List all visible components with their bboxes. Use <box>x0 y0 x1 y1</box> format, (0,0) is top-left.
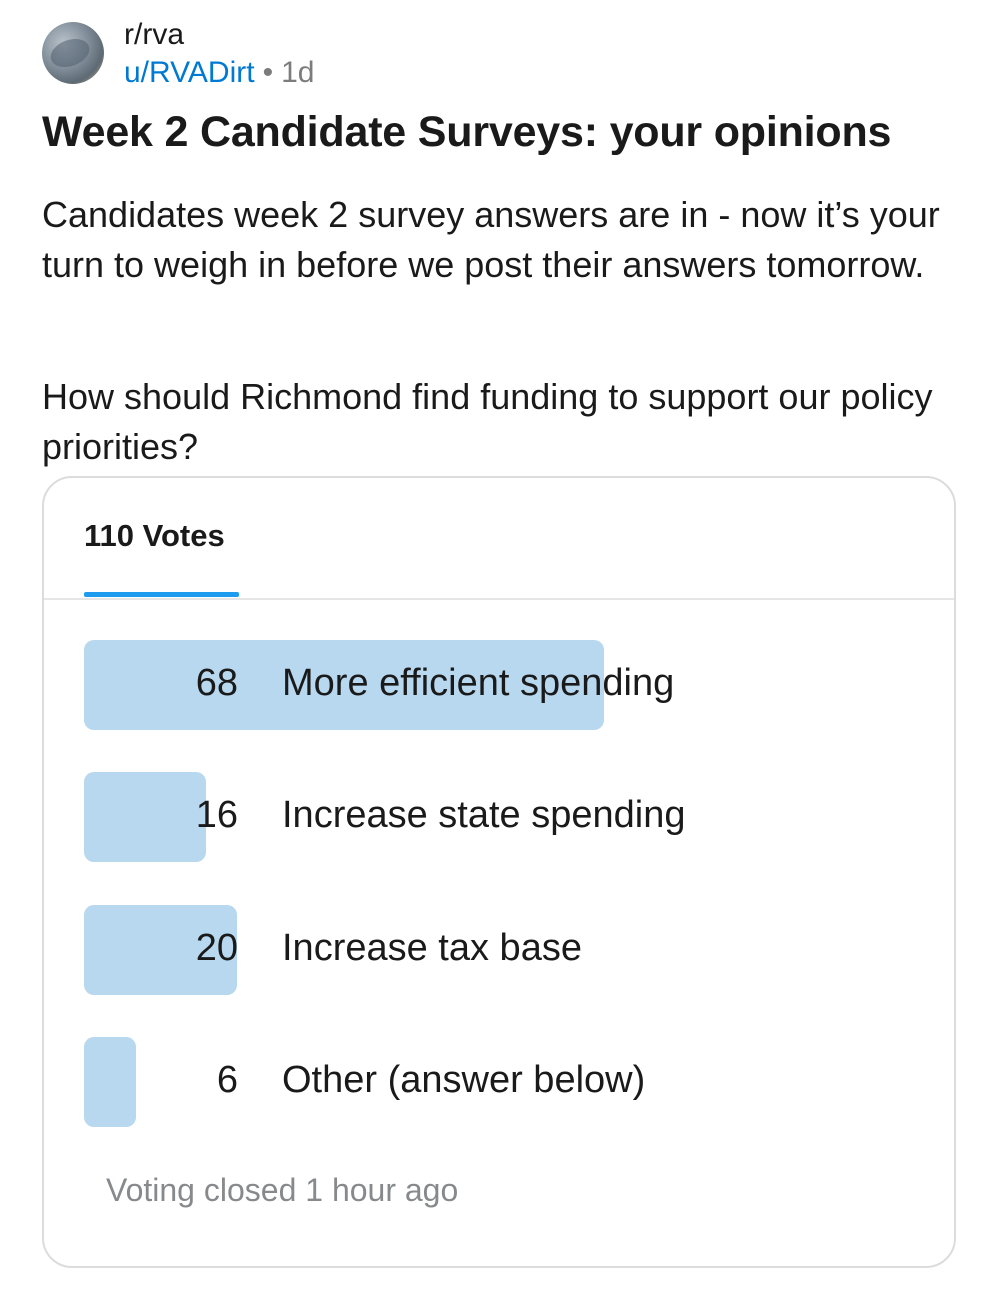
poll-vote-total[interactable]: 110 Votes <box>84 518 225 553</box>
meta-separator: • <box>262 56 274 89</box>
post-header: r/rva u/RVADirt • 1d <box>42 18 942 92</box>
poll-option-count: 20 <box>195 927 238 969</box>
poll-result-bar <box>84 905 237 995</box>
username-link[interactable]: u/RVADirt <box>124 56 255 89</box>
post-age: 1d <box>281 56 315 89</box>
post-meta: u/RVADirt • 1d <box>124 56 314 90</box>
poll-option: 68 More efficient spending <box>84 640 924 730</box>
poll-result-bar <box>84 772 206 862</box>
subreddit-name[interactable]: r/rva <box>124 18 184 51</box>
poll-result-bar <box>84 1037 136 1127</box>
poll-option-count: 6 <box>216 1059 238 1101</box>
poll-question: How should Richmond find funding to supp… <box>42 376 933 467</box>
poll-result-bar <box>84 640 604 730</box>
post-title[interactable]: Week 2 Candidate Surveys: your opinions <box>42 108 892 156</box>
poll-option-label: Increase tax base <box>282 927 582 969</box>
poll-option-count: 68 <box>195 662 238 704</box>
poll-option-label: Increase state spending <box>282 794 686 836</box>
poll-option-label: More efficient spending <box>282 662 675 704</box>
poll-tab-indicator <box>84 592 239 597</box>
poll-status: Voting closed 1 hour ago <box>106 1172 459 1208</box>
poll-option-count: 16 <box>195 794 238 836</box>
poll-option: 20 Increase tax base <box>84 905 924 995</box>
poll-option: 6 Other (answer below) <box>84 1037 924 1127</box>
post-body-paragraph: Candidates week 2 survey answers are in … <box>42 194 940 285</box>
poll-option-label: Other (answer below) <box>282 1059 646 1101</box>
poll-divider <box>44 598 954 600</box>
poll-card: 110 Votes 68 More efficient spending 16 … <box>42 476 956 1268</box>
subreddit-avatar[interactable] <box>42 22 104 84</box>
poll-option: 16 Increase state spending <box>84 772 924 862</box>
